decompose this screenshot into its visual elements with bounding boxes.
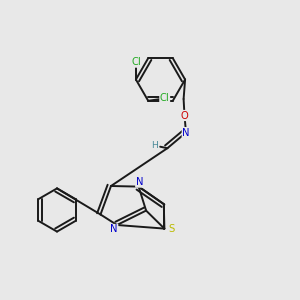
Text: N: N	[182, 128, 190, 138]
Text: Cl: Cl	[160, 93, 169, 103]
Text: N: N	[136, 177, 143, 187]
Text: Cl: Cl	[131, 57, 141, 67]
Text: H: H	[152, 141, 158, 150]
Text: O: O	[181, 110, 188, 121]
Text: S: S	[168, 224, 174, 234]
Text: N: N	[110, 224, 118, 235]
